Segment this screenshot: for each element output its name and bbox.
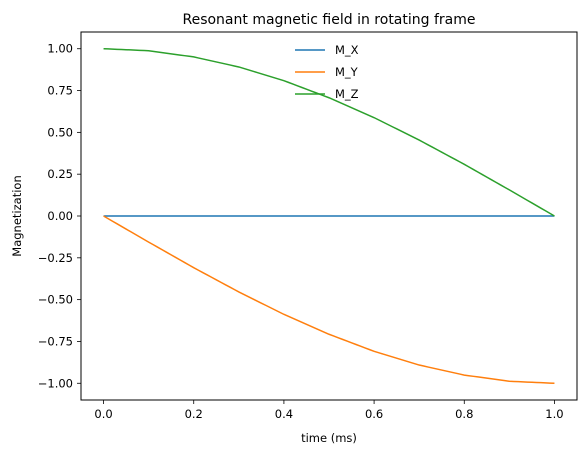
x-axis-label: time (ms) <box>301 431 357 445</box>
x-tick-label: 0.8 <box>455 407 473 421</box>
y-tick-label: −0.25 <box>38 251 73 265</box>
legend: M_X M_Y M_Z <box>295 43 359 101</box>
y-tick-label: −0.50 <box>38 293 73 307</box>
legend-label: M_X <box>335 43 359 57</box>
series-line-m-y <box>103 215 555 385</box>
legend-label: M_Y <box>335 65 359 79</box>
x-tick-label: 0.0 <box>94 407 112 421</box>
plot-area <box>103 47 555 385</box>
legend-label: M_Z <box>335 87 359 101</box>
y-axis-label: Magnetization <box>10 175 24 256</box>
y-tick-label: 0.25 <box>47 167 73 181</box>
y-tick-label: 0.50 <box>47 125 73 139</box>
y-tick-label: −0.75 <box>38 334 73 348</box>
chart-title: Resonant magnetic field in rotating fram… <box>182 12 475 28</box>
x-axis: 0.0 0.2 0.4 0.6 0.8 1.0 <box>94 400 564 421</box>
y-tick-label: −1.00 <box>38 376 73 390</box>
y-tick-label: 0.75 <box>47 84 73 98</box>
y-tick-label: 0.00 <box>47 209 73 223</box>
y-tick-label: 1.00 <box>47 42 73 56</box>
x-tick-label: 0.2 <box>185 407 203 421</box>
x-tick-label: 0.6 <box>365 407 383 421</box>
series-line-m-z <box>103 47 555 217</box>
x-tick-label: 1.0 <box>545 407 563 421</box>
y-axis: 1.00 0.75 0.50 0.25 0.00 −0.25 −0.50 −0.75 −1.00 <box>38 42 81 390</box>
x-tick-label: 0.4 <box>275 407 293 421</box>
